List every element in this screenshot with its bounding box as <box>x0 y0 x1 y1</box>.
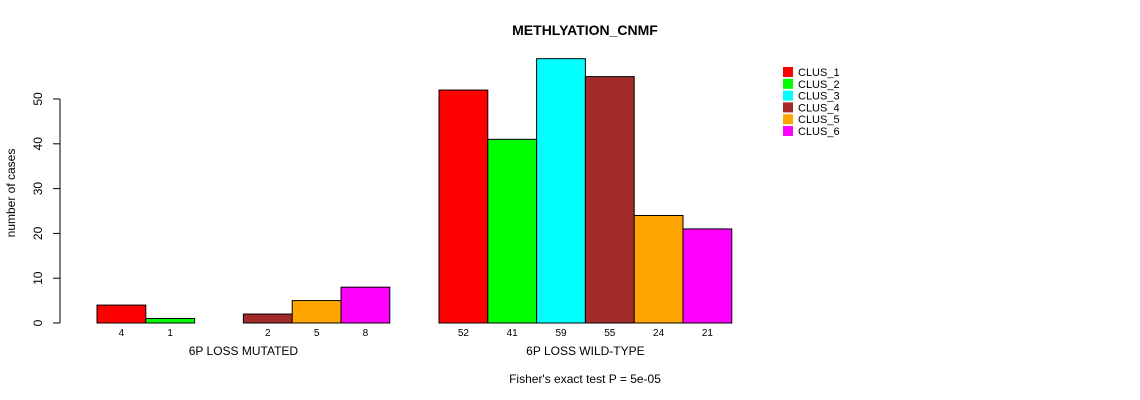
bar-clus-6-group-1 <box>340 286 391 324</box>
bar-clus-2-group-2 <box>487 138 538 324</box>
fisher-test-note: Fisher's exact test P = 5e-05 <box>509 372 661 386</box>
bar-clus-4-group-2 <box>584 76 635 324</box>
bar-clus-3-group-2 <box>536 58 586 324</box>
group-labels: 6P LOSS MUTATED 6P LOSS WILD-TYPE <box>189 344 645 358</box>
legend-entry: CLUS_5 <box>798 114 840 126</box>
y-axis: 0 10 20 30 40 50 <box>31 92 61 326</box>
bar-clus-6-group-2 <box>682 228 733 324</box>
legend-entry: CLUS_4 <box>798 102 840 114</box>
bar-clus-4-group-1 <box>242 313 293 324</box>
bar-clus-1-group-2 <box>438 89 489 324</box>
bar-value-label: 1 <box>167 328 173 339</box>
bar-value-label: 41 <box>507 328 519 339</box>
bar-labels: 4 1 2 5 8 52 41 59 55 24 21 <box>119 328 714 339</box>
group-label: 6P LOSS MUTATED <box>189 344 299 358</box>
legend-entry: CLUS_3 <box>798 91 840 103</box>
legend-entry: CLUS_6 <box>798 126 840 138</box>
bar-value-label: 55 <box>604 328 616 339</box>
bar-value-label: 52 <box>458 328 470 339</box>
legend-swatch <box>783 67 793 77</box>
bar-value-label: 5 <box>314 328 320 339</box>
bar-value-label: 4 <box>119 328 125 339</box>
legend-swatch <box>783 102 793 113</box>
group-label: 6P LOSS WILD-TYPE <box>526 344 644 358</box>
bar-value-label: 2 <box>265 328 271 339</box>
y-tick-label: 10 <box>31 271 45 285</box>
bar-clus-5-group-2 <box>633 214 684 324</box>
y-tick-label: 30 <box>31 182 45 196</box>
y-axis-label: number of cases <box>4 149 18 238</box>
legend-swatch <box>783 78 793 89</box>
y-tick-label: 0 <box>31 319 45 326</box>
chart-title: METHLYATION_CNMF <box>512 22 658 38</box>
bars <box>96 58 733 324</box>
bar-clus-1-group-1 <box>96 304 147 324</box>
y-tick-label: 20 <box>31 226 45 240</box>
bar-value-label: 21 <box>702 328 714 339</box>
bar-value-label: 24 <box>653 328 665 339</box>
legend-swatch <box>783 114 793 125</box>
legend-entry: CLUS_1 <box>798 67 840 79</box>
bar-clus-2-group-1 <box>145 318 196 324</box>
y-tick-label: 50 <box>31 92 45 106</box>
legend-entry: CLUS_2 <box>798 79 840 91</box>
bar-clus-5-group-1 <box>291 300 342 324</box>
bar-value-label: 8 <box>363 328 369 339</box>
y-tick-label: 40 <box>31 137 45 151</box>
bar-value-label: 59 <box>555 328 567 339</box>
legend-swatch <box>783 90 793 101</box>
legend-swatch <box>783 126 793 136</box>
